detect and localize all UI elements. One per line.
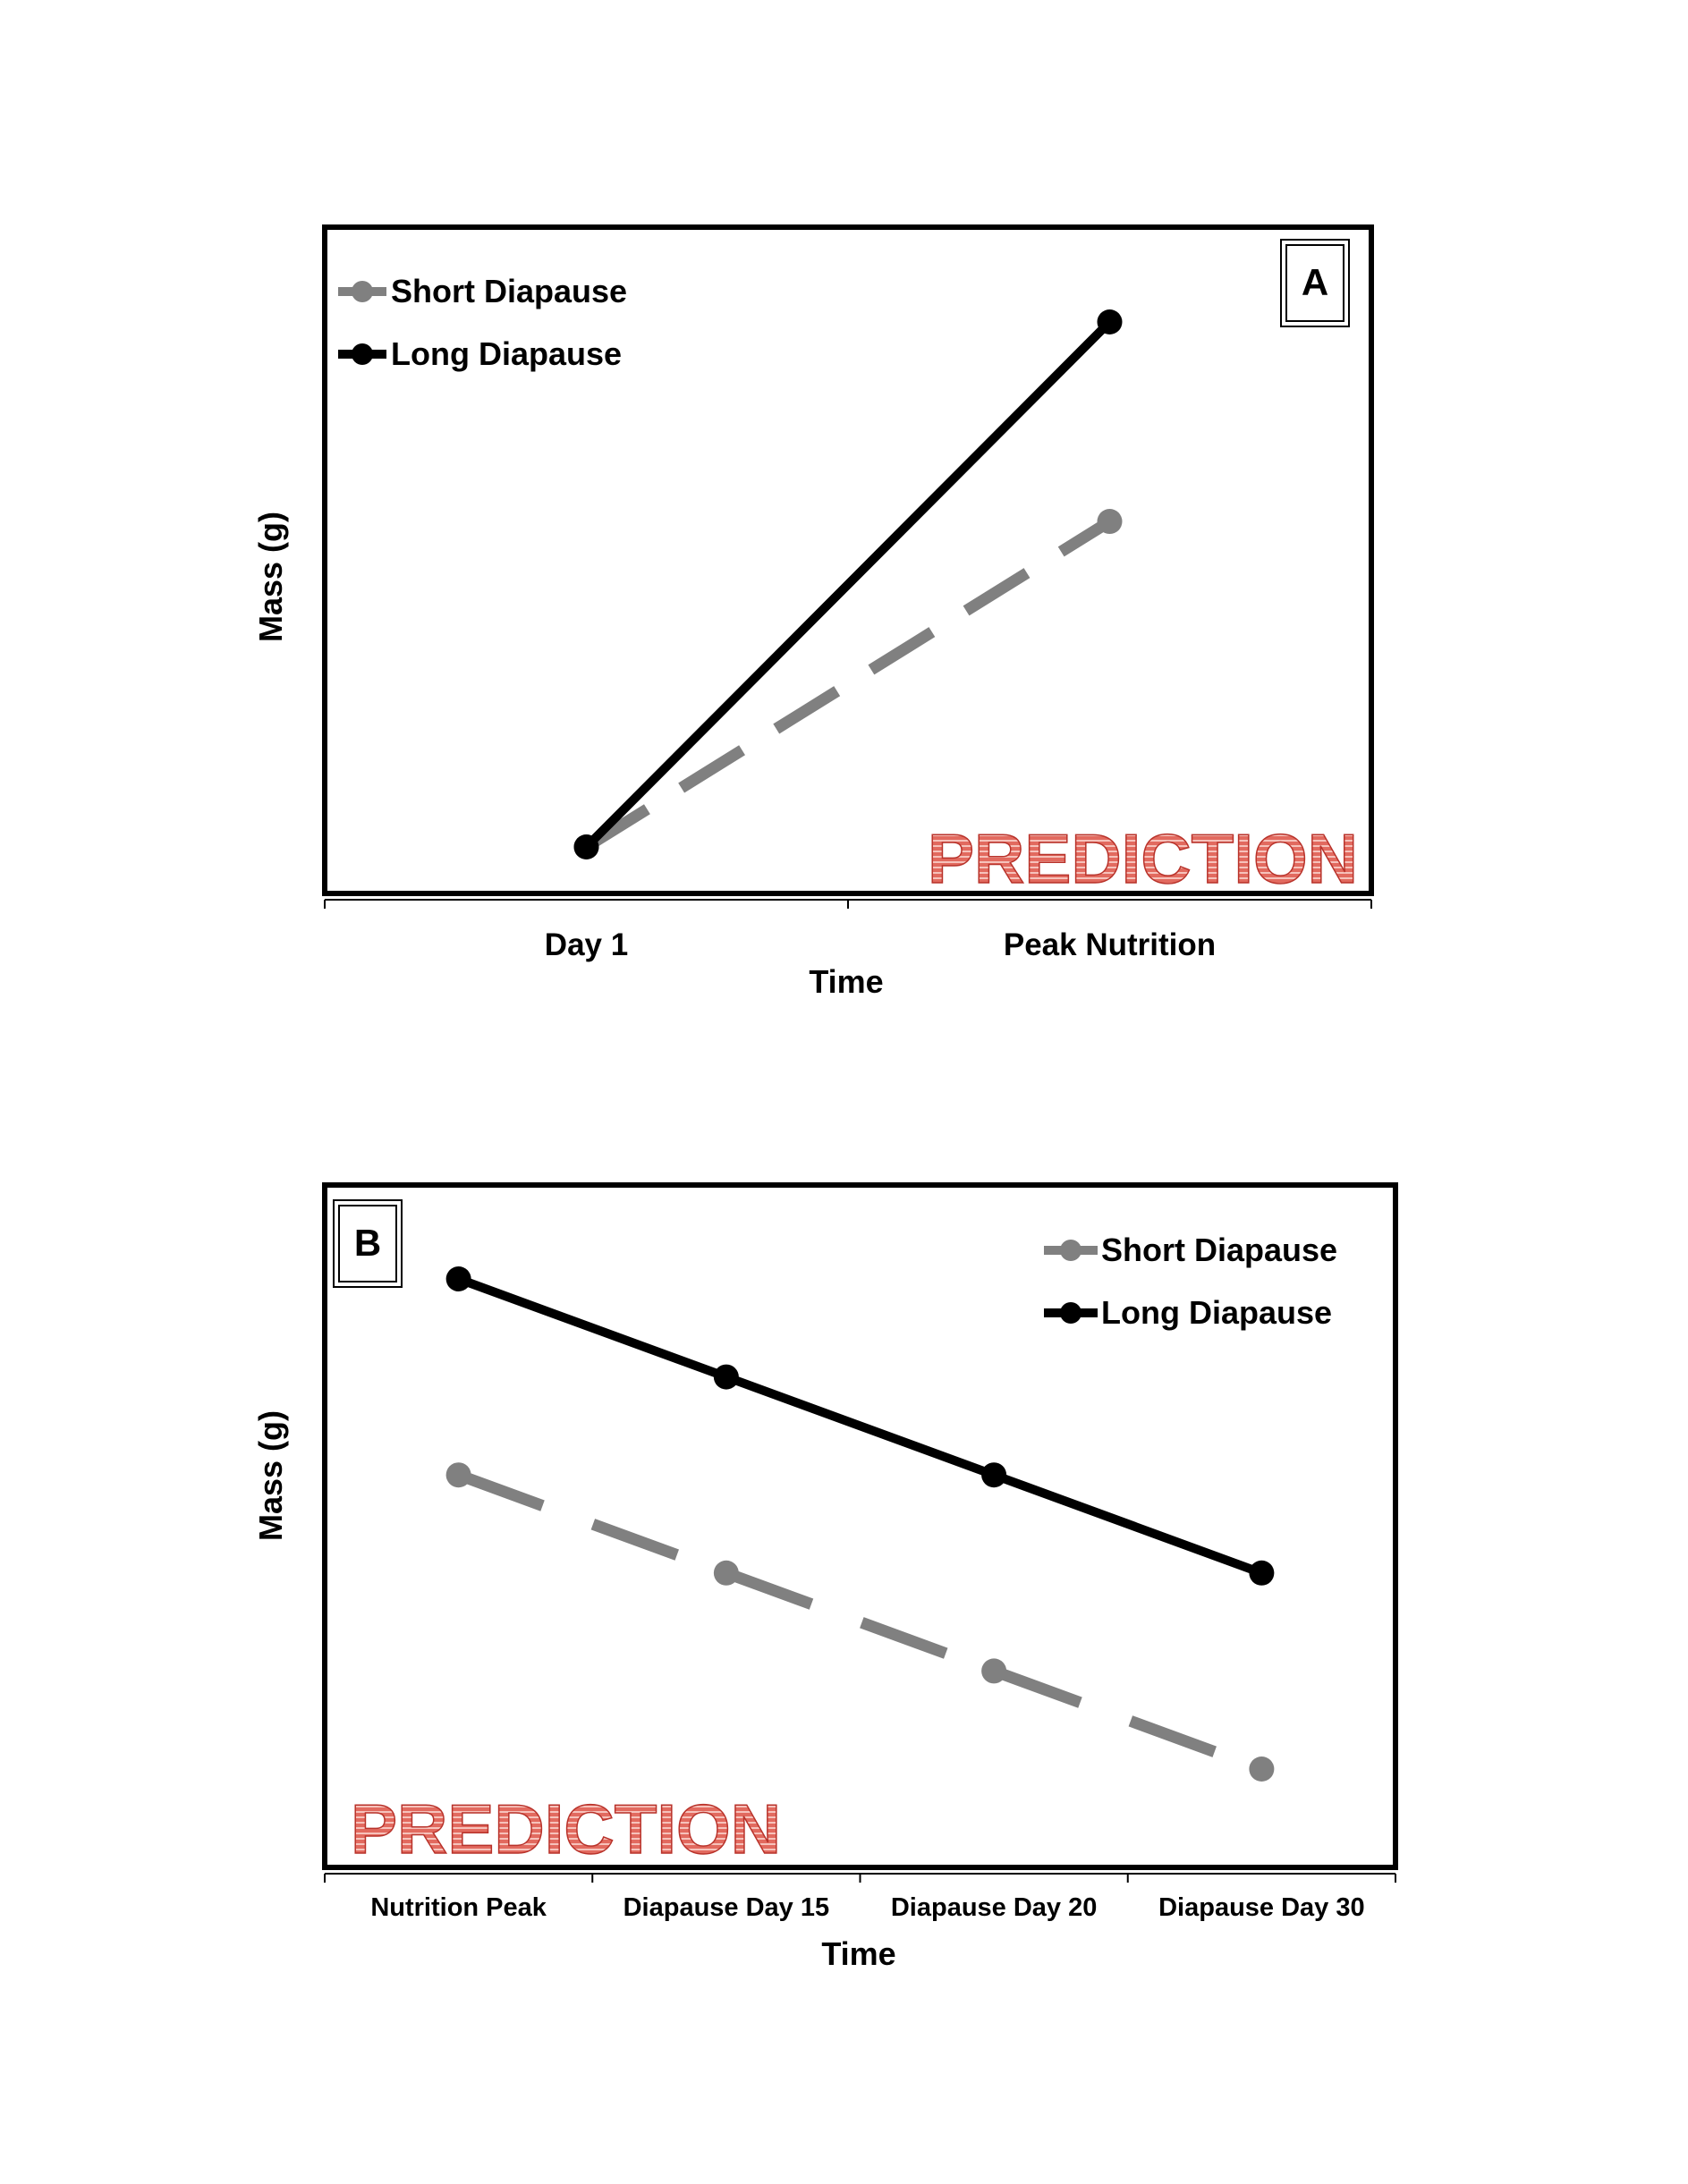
x-tick-label-diapause-day-20: Diapause Day 20 [891, 1893, 1098, 1922]
data-point-short-diapause [1097, 509, 1123, 535]
data-point-short-diapause [1249, 1757, 1275, 1782]
series-group-b [445, 1266, 1275, 1782]
legend-label-short-b: Short Diapause [1101, 1232, 1337, 1268]
plot-frame-a [322, 224, 1374, 896]
x-tick-label-diapause-day-30: Diapause Day 30 [1158, 1893, 1365, 1922]
legend-label-long-b: Long Diapause [1101, 1294, 1332, 1331]
y-axis-title-a: Mass (g) [252, 512, 289, 642]
legend-entry-long-diapause-a: Long Diapause [338, 335, 622, 372]
data-point-long-diapause [573, 834, 599, 859]
y-axis-title-b: Mass (g) [252, 1410, 289, 1541]
x-axis-title-b: Time [821, 1935, 895, 1972]
x-tick-labels-b: Nutrition Peak Diapause Day 15 Diapause Da… [370, 1893, 1364, 1922]
data-point-long-diapause [445, 1266, 471, 1291]
x-tick-label-nutrition-peak: Nutrition Peak [370, 1893, 547, 1922]
x-axis-title-a: Time [809, 963, 883, 1000]
legend-label-long-a: Long Diapause [391, 335, 622, 372]
data-point-long-diapause [1249, 1560, 1275, 1586]
chart-panel-b: B Short Diapause Long Diapause PREDICTIO… [252, 1182, 1398, 1972]
data-point-short-diapause [713, 1560, 739, 1586]
series-line-long-diapause [456, 1274, 1264, 1578]
legend-a: Short Diapause Long Diapause [338, 273, 627, 372]
panel-label-b: B [354, 1222, 381, 1264]
legend-entry-long-diapause-b: Long Diapause [1044, 1294, 1332, 1331]
x-ticks-b [324, 1874, 1396, 1883]
x-tick-label-peak-nutrition: Peak Nutrition [1004, 927, 1216, 962]
legend-label-short-a: Short Diapause [391, 273, 627, 309]
panel-label-a: A [1302, 261, 1328, 303]
series-group-a [573, 309, 1123, 859]
panel-label-box-a: A [1280, 239, 1350, 327]
plot-frame-b [322, 1182, 1398, 1870]
data-point-long-diapause [981, 1462, 1007, 1488]
data-point-long-diapause [1097, 309, 1123, 334]
series-line-long-diapause [582, 318, 1114, 851]
x-ticks-a [324, 900, 1372, 909]
data-point-short-diapause [445, 1462, 471, 1488]
legend-b: Short Diapause Long Diapause [1044, 1232, 1337, 1331]
prediction-stamp-a: PREDICTION [928, 819, 1358, 898]
prediction-stamp-b: PREDICTION [351, 1790, 781, 1868]
chart-panel-a: A Short Diapause Long Diapause PREDICTIO… [252, 224, 1374, 1000]
x-tick-labels-a: Day 1 Peak Nutrition [545, 927, 1216, 962]
series-line-short-diapause [456, 1469, 1264, 1775]
data-point-long-diapause [713, 1364, 739, 1390]
legend-entry-short-diapause-a: Short Diapause [338, 273, 627, 309]
data-point-short-diapause [981, 1658, 1007, 1684]
panel-label-box-b: B [333, 1199, 403, 1288]
x-tick-label-day-1: Day 1 [545, 927, 628, 962]
series-line-short-diapause [583, 516, 1113, 852]
x-tick-label-diapause-day-15: Diapause Day 15 [623, 1893, 830, 1922]
legend-entry-short-diapause-b: Short Diapause [1044, 1232, 1337, 1268]
